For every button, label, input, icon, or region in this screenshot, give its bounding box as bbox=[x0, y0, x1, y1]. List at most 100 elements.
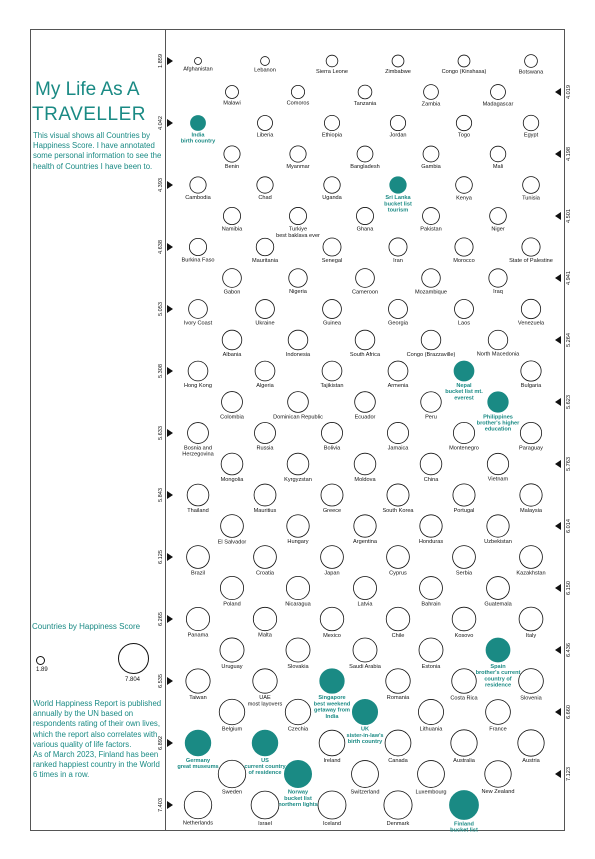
country-bubble-uae bbox=[252, 668, 278, 694]
right-axis-tick: 5.763 bbox=[566, 457, 572, 471]
country-bubble-senegal bbox=[322, 237, 342, 257]
country-bubble-chad bbox=[256, 176, 274, 194]
right-axis-marker bbox=[555, 336, 561, 344]
country-label-gambia: Gambia bbox=[421, 164, 441, 170]
country-bubble-niger bbox=[489, 207, 507, 225]
country-bubble-mozambique bbox=[421, 268, 441, 288]
country-label-kosovo: Kosovo bbox=[455, 633, 474, 639]
country-bubble-saudi-arabia bbox=[352, 637, 378, 663]
country-bubble-afghanistan bbox=[194, 57, 202, 65]
country-label-uruguay: Uruguay bbox=[221, 664, 242, 670]
country-label-portugal: Portugal bbox=[454, 508, 475, 514]
country-label-switzerland: Switzerland bbox=[351, 789, 380, 795]
country-bubble-colombia bbox=[221, 391, 243, 413]
country-bubble-malta bbox=[252, 606, 278, 632]
country-label-kenya: Kenya bbox=[456, 195, 473, 201]
country-label-uganda: Uganda bbox=[322, 195, 342, 201]
right-axis-tick: 6.436 bbox=[566, 643, 572, 657]
right-axis-marker bbox=[555, 274, 561, 282]
country-label-russia: Russia bbox=[256, 446, 274, 452]
country-label-ukraine: Ukraine bbox=[255, 320, 274, 326]
country-bubble-austria bbox=[517, 729, 545, 757]
country-label-slovenia: Slovenia bbox=[520, 695, 542, 701]
country-label-uk: UK bbox=[361, 727, 369, 733]
country-note-uae: most layovers bbox=[248, 701, 283, 707]
country-bubble-slovenia bbox=[518, 668, 544, 694]
country-bubble-kosovo bbox=[451, 606, 477, 632]
country-label-morocco: Morocco bbox=[453, 258, 474, 264]
country-bubble-serbia bbox=[452, 545, 476, 569]
right-axis-tick: 7.123 bbox=[566, 767, 572, 781]
country-bubble-india bbox=[190, 115, 206, 131]
left-axis-tick: 4.042 bbox=[158, 116, 164, 130]
country-bubble-iceland bbox=[317, 790, 347, 820]
right-axis-tick: 4.198 bbox=[566, 147, 572, 161]
country-bubble-burkina-faso bbox=[188, 237, 208, 257]
country-bubble-costa-rica bbox=[451, 668, 477, 694]
country-bubble-cameroon bbox=[355, 268, 375, 288]
country-bubble-ireland bbox=[318, 729, 346, 757]
country-bubble-chile bbox=[385, 606, 411, 632]
country-label-paraguay: Paraguay bbox=[519, 446, 543, 452]
country-label-india: India bbox=[191, 132, 205, 138]
country-label-austria: Austria bbox=[522, 758, 540, 764]
country-bubble-mauritania bbox=[255, 237, 275, 257]
left-axis-marker bbox=[167, 181, 173, 189]
country-bubble-lithuania bbox=[418, 699, 444, 725]
country-bubble-malawi bbox=[225, 85, 239, 99]
country-label-tunisia: Tunisia bbox=[522, 195, 541, 201]
country-bubble-morocco bbox=[454, 237, 474, 257]
country-bubble-belgium bbox=[218, 698, 246, 726]
left-axis-tick: 4.638 bbox=[158, 240, 164, 254]
country-bubble-croatia bbox=[253, 545, 277, 569]
country-bubble-norway bbox=[284, 760, 312, 788]
left-axis-marker bbox=[167, 615, 173, 623]
country-bubble-state-of-palestine bbox=[521, 237, 541, 257]
country-label-spain: Spain bbox=[490, 664, 506, 670]
country-label-malta: Malta bbox=[258, 633, 273, 639]
country-label-benin: Benin bbox=[225, 164, 239, 170]
country-label-moldova: Moldova bbox=[354, 477, 376, 483]
country-label-turkiye: Turkiye bbox=[289, 227, 307, 233]
country-label-latvia: Latvia bbox=[358, 602, 374, 608]
left-axis-marker bbox=[167, 305, 173, 313]
country-bubble-russia bbox=[254, 422, 276, 444]
country-bubble-myanmar bbox=[289, 145, 307, 163]
country-bubble-honduras bbox=[419, 514, 443, 538]
left-axis-tick: 6.535 bbox=[158, 674, 164, 688]
country-label-zimbabwe: Zimbabwe bbox=[385, 69, 411, 75]
country-label-nicaragua: Nicaragua bbox=[285, 602, 311, 608]
country-label-new-zealand: New Zealand bbox=[482, 789, 515, 795]
country-note-germany: great museums bbox=[177, 764, 218, 770]
country-label-peru: Peru bbox=[425, 414, 437, 420]
country-label-mauritania: Mauritania bbox=[252, 258, 279, 264]
country-label-burkina-faso: Burkina Faso bbox=[182, 258, 215, 264]
country-label-botswana: Botswana bbox=[519, 69, 544, 75]
country-bubble-romania bbox=[385, 668, 411, 694]
country-bubble-uganda bbox=[323, 176, 341, 194]
country-bubble-ivory-coast bbox=[188, 299, 208, 319]
country-label-luxembourg: Luxembourg bbox=[415, 789, 446, 795]
country-label-pakistan: Pakistan bbox=[420, 226, 441, 232]
legend-max-label: 7.804 bbox=[125, 677, 141, 683]
country-bubble-bulgaria bbox=[520, 360, 542, 382]
legend-min-label: 1.89 bbox=[36, 667, 48, 673]
country-label-singapore: Singapore bbox=[318, 695, 345, 701]
left-axis-tick: 7.403 bbox=[158, 798, 164, 812]
country-label-jamaica: Jamaica bbox=[388, 446, 410, 452]
country-label-el-salvador: El Salvador bbox=[218, 539, 247, 545]
country-label-malawi: Malawi bbox=[223, 100, 240, 106]
country-bubble-finland bbox=[449, 790, 479, 820]
country-label-sierra-leone: Sierra Leone bbox=[316, 69, 348, 75]
country-label-cambodia: Cambodia bbox=[185, 195, 211, 201]
country-label-estonia: Estonia bbox=[422, 664, 442, 670]
country-label-north-macedonia: North Macedonia bbox=[477, 352, 520, 358]
country-label-mauritius: Mauritius bbox=[254, 508, 277, 514]
country-label-venezuela: Venezuela bbox=[518, 321, 545, 327]
country-bubble-italy bbox=[518, 606, 544, 632]
left-axis-marker bbox=[167, 553, 173, 561]
left-axis-marker bbox=[167, 677, 173, 685]
country-bubble-mexico bbox=[319, 606, 345, 632]
country-label-brazil: Brazil bbox=[191, 570, 205, 576]
country-bubble-mali bbox=[489, 145, 507, 163]
